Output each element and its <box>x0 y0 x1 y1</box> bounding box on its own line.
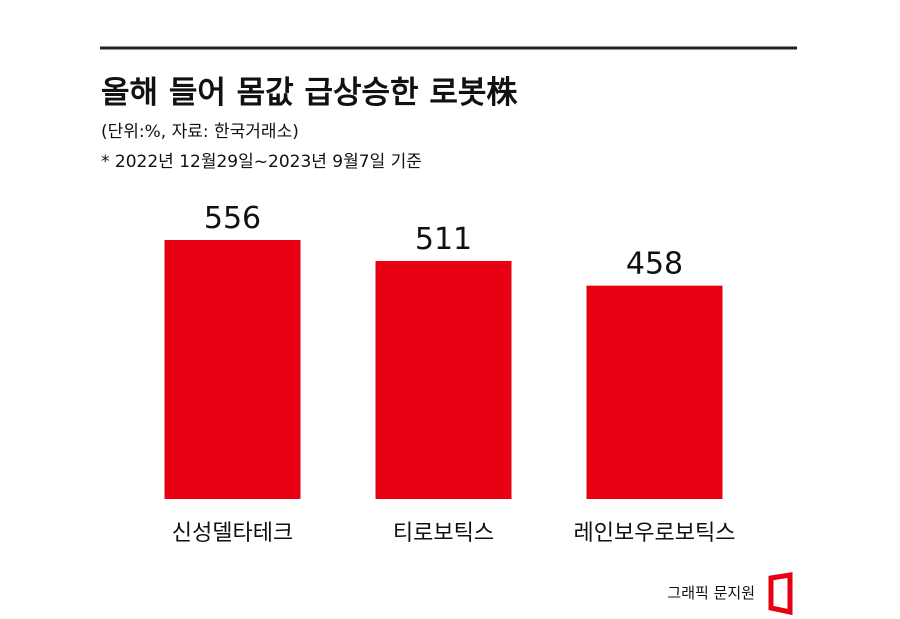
logo <box>768 572 793 616</box>
value-label: 511 <box>415 222 472 257</box>
chart-title: 올해 들어 몸값 급상승한 로봇株 <box>101 75 518 111</box>
value-label: 556 <box>204 201 261 236</box>
chart-subtitle: (단위:%, 자료: 한국거래소) <box>101 122 299 142</box>
bar <box>164 240 301 499</box>
bar <box>375 260 512 499</box>
bar <box>586 285 723 499</box>
x-tick-label: 신성델타테크 <box>172 521 293 546</box>
credit: 그래픽 문지원 <box>667 584 755 602</box>
value-label: 458 <box>626 247 683 282</box>
chart-note: * 2022년 12월29일~2023년 9월7일 기준 <box>101 152 422 172</box>
x-tick-label: 레인보우로보틱스 <box>574 521 736 546</box>
x-tick-label: 티로보틱스 <box>393 521 494 546</box>
